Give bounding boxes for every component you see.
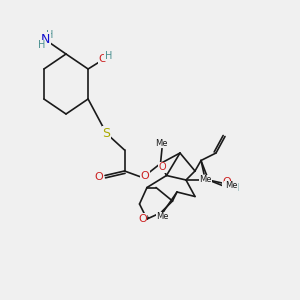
Text: Me: Me <box>199 176 212 184</box>
Text: N: N <box>41 33 50 46</box>
Text: H: H <box>38 40 45 50</box>
Text: Me: Me <box>225 182 237 190</box>
Text: O: O <box>158 162 166 172</box>
Text: O: O <box>222 177 231 188</box>
Text: O: O <box>138 214 147 224</box>
Text: Me: Me <box>155 139 168 148</box>
Text: H: H <box>46 29 53 40</box>
Text: H: H <box>232 183 239 193</box>
Text: O: O <box>140 171 149 181</box>
Text: O: O <box>94 172 103 182</box>
Text: Me: Me <box>156 212 169 221</box>
Text: S: S <box>103 127 110 140</box>
Text: H: H <box>105 51 112 61</box>
Text: O: O <box>99 54 107 64</box>
